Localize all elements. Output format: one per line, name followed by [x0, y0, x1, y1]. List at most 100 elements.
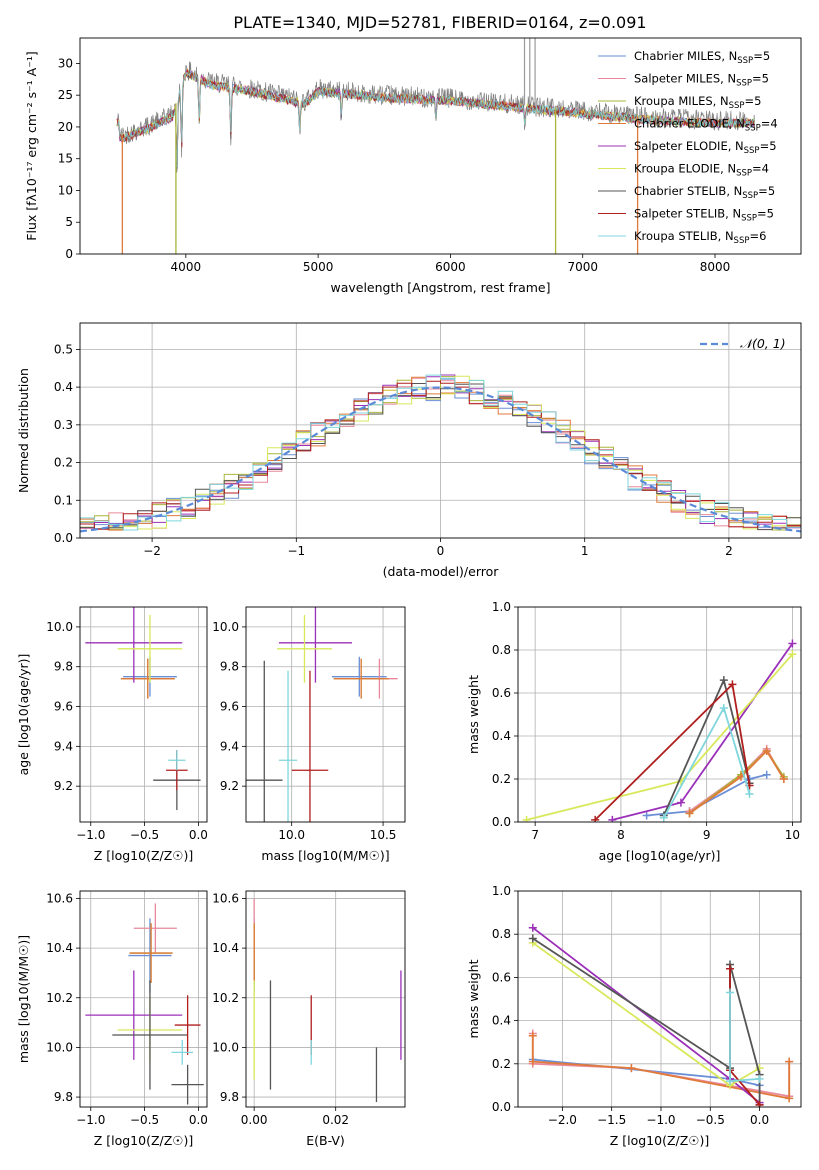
x-tick-label: 10	[785, 828, 800, 842]
legend-n-value: 4	[770, 117, 777, 131]
x-tick-label: −2	[143, 544, 161, 558]
x-tick-label: −1	[287, 544, 305, 558]
mass-weight-marker-5	[522, 815, 531, 822]
mass-weight-marker-3	[528, 1057, 537, 1066]
legend-model-name: Chabrier STELIB	[634, 184, 726, 198]
y-tick-label: 10.6	[212, 891, 239, 905]
x-tick-label: 10.0	[278, 828, 305, 842]
y-tick-label: 9.8	[220, 1090, 239, 1104]
legend-n-sub: SSP	[742, 191, 758, 201]
x-tick-label: 6000	[435, 260, 466, 274]
plot-area-mw_z	[518, 891, 801, 1107]
mass-weight-line-8	[729, 992, 760, 1083]
y-axis-label: Flux [fλ10⁻¹⁷ erg cm⁻² s⁻¹ A⁻¹]	[24, 51, 39, 240]
x-tick-label: 0.00	[241, 1113, 268, 1127]
mass-weight-marker-5	[788, 650, 797, 659]
axes-frame	[79, 37, 802, 255]
y-tick-label: 5	[65, 215, 73, 229]
panel-age_mass: 10.0 10.5 9.2 9.4 9.6 9.8 10.0 mass [log10(M/M☉…	[212, 606, 406, 863]
mass-weight-marker-7	[591, 815, 600, 822]
y-tick-label: 0.6	[492, 686, 511, 700]
plot-area-age_mass	[246, 607, 405, 822]
legend-n-prefix: ,	[718, 229, 725, 243]
y-tick-label: 10	[58, 183, 73, 197]
y-tick-label: 0.2	[492, 772, 511, 786]
plot-area-residuals	[80, 323, 801, 538]
legend-n-sub: SSP	[741, 214, 757, 224]
mass-weight-line-7	[594, 682, 751, 821]
x-axis-label: Z [log10(Z/Z☉)]	[610, 1133, 710, 1148]
legend-n-letter: N	[720, 94, 729, 108]
x-tick-label: 9	[703, 828, 711, 842]
legend-n-value: 5	[754, 94, 761, 108]
x-tick-label: 0.0	[189, 828, 208, 842]
x-tick-label: 0.0	[189, 1113, 208, 1127]
mass-weight-marker-3	[627, 1064, 636, 1073]
legend-n-prefix: ,	[725, 207, 732, 221]
y-tick-label: 0.4	[54, 380, 73, 394]
legend-n-value: 5	[762, 72, 769, 86]
legend-n-letter: N	[727, 162, 736, 176]
mass-weight-marker-6	[528, 934, 537, 943]
legend-model-name: Salpeter ELODIE	[634, 139, 728, 153]
legend-n-prefix: ,	[720, 162, 727, 176]
y-axis-label: age [log10(age/yr)]	[16, 654, 31, 776]
legend-n-letter: N	[725, 229, 734, 243]
y-tick-label: 10.0	[212, 1040, 239, 1054]
legend-n-eq: =	[758, 184, 768, 198]
legend-n-prefix: ,	[713, 94, 720, 108]
y-tick-label: 20	[58, 120, 73, 134]
model-spectrum-8	[116, 71, 755, 168]
plot-area-mass_z	[80, 891, 207, 1107]
mass-weight-marker-7	[755, 1100, 764, 1107]
legend-n-value: 5	[768, 184, 775, 198]
mass-weight-marker-4	[788, 639, 797, 648]
axes-frame	[245, 606, 406, 823]
y-tick-label: 0.4	[492, 1014, 511, 1028]
legend-n-sub: SSP	[734, 236, 750, 246]
y-tick-label: 1.0	[492, 884, 511, 898]
x-tick-label: 2	[725, 544, 733, 558]
legend-n-sub: SSP	[729, 101, 745, 111]
axes-frame	[517, 606, 802, 823]
legend-n-eq: =	[749, 229, 759, 243]
legend-n-prefix: ,	[728, 139, 735, 153]
y-tick-label: 10.0	[46, 1040, 73, 1054]
mass-weight-marker-8	[719, 704, 728, 713]
legend-n-sub: SSP	[736, 169, 752, 179]
y-tick-label: 10.4	[212, 941, 239, 955]
mass-weight-marker-8	[726, 1077, 735, 1086]
legend-entry-5: Kroupa ELODIE, NSSP=4	[634, 162, 769, 179]
mass-weight-line-3	[688, 749, 785, 815]
x-axis-label: wavelength [Angstrom, rest frame]	[330, 280, 550, 295]
legend-model-name: Kroupa STELIB	[634, 229, 718, 243]
legend-model-name: Salpeter MILES	[634, 72, 720, 86]
figure-title: PLATE=1340, MJD=52781, FIBERID=0164, z=0…	[233, 13, 646, 32]
legend-n-letter: N	[734, 184, 743, 198]
legend-model-name: Salpeter STELIB	[634, 207, 725, 221]
y-axis-label: Normed distribution	[16, 368, 31, 493]
legend-n-eq: =	[752, 72, 762, 86]
panel-mw_z: −2.0 −1.5 −1.0 −0.5 0.0 0.0 0.2 0.4 0.6 0.8 1.0 Z […	[466, 884, 802, 1148]
legend-entry-6: Chabrier STELIB, NSSP=5	[634, 184, 775, 201]
legend-n-eq: =	[757, 207, 767, 221]
panel-age_z: −1.0 −0.5 0.0 9.2 9.4 9.6 9.8 10.0 Z [log10(Z/Z☉…	[16, 606, 208, 863]
legend-n-value: 5	[767, 207, 774, 221]
plot-area-spectrum	[116, 38, 756, 254]
legend-entry-4: Salpeter ELODIE, NSSP=5	[634, 139, 777, 156]
legend-n-value: 6	[759, 229, 766, 243]
y-tick-label: 0.8	[492, 643, 511, 657]
mass-weight-marker-3	[785, 1094, 794, 1103]
legend-n-eq: =	[761, 117, 771, 131]
y-tick-label: 9.6	[220, 700, 239, 714]
x-tick-label: 8000	[700, 260, 731, 274]
mass-weight-marker-0	[642, 811, 651, 820]
y-tick-label: 0.0	[492, 1100, 511, 1114]
plot-area-mw_age	[518, 607, 801, 822]
y-axis-label: mass [log10(M/M☉)]	[16, 935, 31, 1063]
y-tick-label: 9.8	[54, 1090, 73, 1104]
y-axis-label: mass weight	[466, 675, 481, 754]
x-tick-label: 4000	[171, 260, 202, 274]
y-tick-label: 0.6	[492, 970, 511, 984]
